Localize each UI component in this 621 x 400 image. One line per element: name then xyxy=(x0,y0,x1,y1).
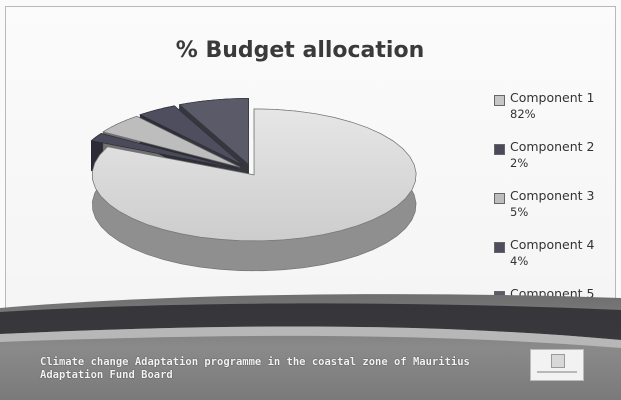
logo-icon xyxy=(551,354,565,368)
legend-swatch xyxy=(494,193,505,204)
legend-value: 2% xyxy=(510,156,529,170)
legend-value: 82% xyxy=(510,107,536,121)
pie-slice xyxy=(178,98,249,166)
footer-text: Climate change Adaptation programme in t… xyxy=(40,356,480,382)
legend-swatch xyxy=(494,242,505,253)
footer-line-2: Adaptation Fund Board xyxy=(40,369,173,381)
chart-title: % Budget allocation xyxy=(175,38,425,63)
legend-swatch xyxy=(494,144,505,155)
legend-label: Component 3 xyxy=(510,188,595,203)
pie-slice xyxy=(90,133,239,170)
pie-slice xyxy=(92,108,417,242)
logo xyxy=(530,349,584,381)
pie-tops xyxy=(90,98,417,242)
legend-value: 4% xyxy=(510,254,529,268)
legend-label: Component 1 xyxy=(510,90,595,105)
logo-caption-line xyxy=(537,371,577,373)
legend-item: Component 4 4% xyxy=(494,237,614,286)
footer-line-1: Climate change Adaptation programme in t… xyxy=(40,356,470,368)
legend-item: Component 3 5% xyxy=(494,188,614,237)
legend-swatch xyxy=(494,95,505,106)
legend-item: Component 1 82% xyxy=(494,90,614,139)
footer-band xyxy=(0,294,621,400)
pie-slice xyxy=(102,115,241,168)
legend-item: Component 2 2% xyxy=(494,139,614,188)
pie-slice xyxy=(139,105,244,166)
legend-label: Component 2 xyxy=(510,139,595,154)
legend-value: 5% xyxy=(510,205,529,219)
legend-label: Component 4 xyxy=(510,237,595,252)
